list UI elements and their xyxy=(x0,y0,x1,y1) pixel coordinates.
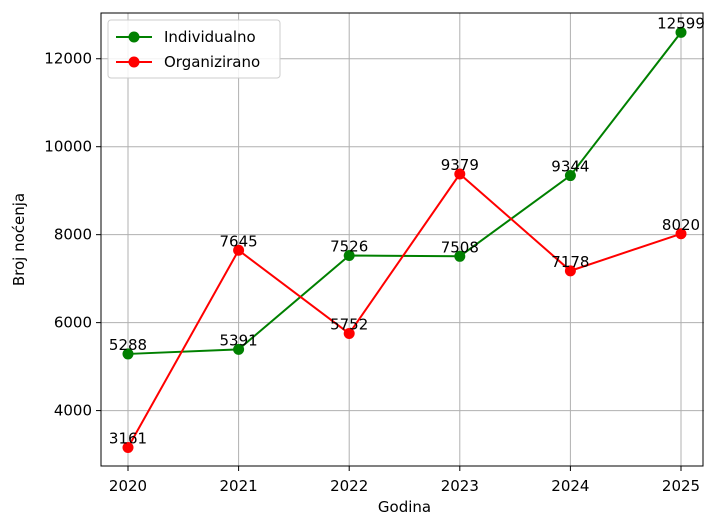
series-line-individualno xyxy=(127,31,682,355)
data-label-individualno: 12599 xyxy=(657,14,704,32)
y-tick-label: 10000 xyxy=(44,138,92,156)
data-point-organizirano xyxy=(454,168,466,180)
x-tick-label: 2020 xyxy=(109,477,147,495)
plot-area-frame xyxy=(100,12,704,467)
data-label-organizirano: 8020 xyxy=(662,216,700,234)
legend-label-individualno: Individualno xyxy=(164,28,256,46)
data-labels: 5288 5391 7526 7508 9344 12599 3161 7645 5752 937… xyxy=(109,14,704,447)
x-tick-label: 2024 xyxy=(551,477,589,495)
data-label-individualno: 5288 xyxy=(109,336,147,354)
x-tick-label: 2022 xyxy=(330,477,368,495)
data-point-organizirano xyxy=(675,228,687,240)
y-axis-label: Broj noćenja xyxy=(10,193,28,286)
data-label-organizirano: 5752 xyxy=(330,316,368,334)
legend: Individualno Organizirano xyxy=(107,19,281,79)
legend-marker-individualno xyxy=(128,31,140,43)
legend-label-organizirano: Organizirano xyxy=(164,53,260,71)
x-axis-label: Godina xyxy=(378,498,431,515)
data-point-organizirano xyxy=(233,244,245,256)
x-tick-label: 2025 xyxy=(662,477,700,495)
data-label-organizirano: 7645 xyxy=(220,232,258,250)
series-line-organizirano xyxy=(127,172,682,448)
legend-marker-organizirano xyxy=(128,56,140,68)
data-label-individualno: 5391 xyxy=(220,331,258,349)
data-point-individualno xyxy=(122,348,134,360)
data-point-individualno xyxy=(564,170,576,182)
y-tick-label: 8000 xyxy=(54,226,92,244)
data-label-individualno: 7508 xyxy=(441,238,479,256)
data-point-individualno xyxy=(233,343,245,355)
data-label-individualno: 7526 xyxy=(330,238,368,256)
data-point-organizirano xyxy=(343,328,355,340)
grid xyxy=(101,13,704,466)
x-tick-label: 2023 xyxy=(441,477,479,495)
series-layer xyxy=(122,26,687,453)
data-point-organizirano xyxy=(564,265,576,277)
data-point-individualno xyxy=(454,250,466,262)
data-label-organizirano: 7178 xyxy=(551,253,589,271)
legend-box xyxy=(107,19,281,79)
y-tick-label: 6000 xyxy=(54,314,92,332)
data-point-individualno xyxy=(343,250,355,262)
y-tick-label: 12000 xyxy=(44,50,92,68)
x-tick-label: 2021 xyxy=(220,477,258,495)
data-point-individualno xyxy=(675,26,687,38)
data-point-organizirano xyxy=(122,441,134,453)
y-tick-label: 4000 xyxy=(54,402,92,420)
data-label-individualno: 9344 xyxy=(551,158,589,176)
data-label-organizirano: 3161 xyxy=(109,429,147,447)
axis-ticks: 2020 2021 2022 2023 2024 2025 4000 6000 8000 1000… xyxy=(44,50,700,495)
data-label-organizirano: 9379 xyxy=(441,156,479,174)
